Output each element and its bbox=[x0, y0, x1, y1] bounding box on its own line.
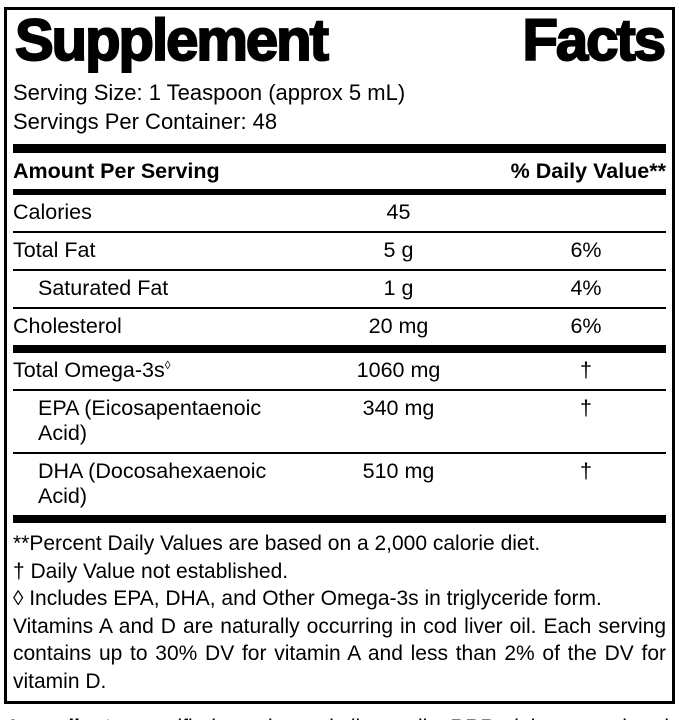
row-divider bbox=[13, 452, 666, 454]
ingredients-text: purified arctic cod liver oil, RRR-alpha… bbox=[10, 716, 669, 720]
footnote-diamond: ◊ Includes EPA, DHA, and Other Omega-3s … bbox=[13, 587, 602, 610]
nutrient-amount: 5 g bbox=[383, 238, 414, 262]
nutrient-name-calories: Calories bbox=[13, 200, 92, 224]
title-word-supplement: Supplement bbox=[14, 8, 330, 73]
footnote-vitamins: Vitamins A and D are naturally occurring… bbox=[13, 614, 666, 693]
thick-divider-bottom bbox=[13, 515, 666, 523]
table-row: Calories 45 bbox=[13, 195, 666, 231]
serving-size: Serving Size: 1 Teaspoon (approx 5 mL) bbox=[13, 80, 406, 105]
nutrient-name-cholesterol: Cholesterol bbox=[13, 314, 122, 338]
nutrient-dv: 4% bbox=[570, 276, 602, 300]
row-divider bbox=[13, 389, 666, 391]
table-row: Total Fat 5 g 6% bbox=[13, 233, 666, 269]
diamond-symbol: ◊ bbox=[164, 357, 171, 372]
row-divider bbox=[13, 231, 666, 233]
nutrient-amount: 20 mg bbox=[368, 314, 429, 338]
supplement-facts-panel: Supplement Facts Serving Size: 1 Teaspoo… bbox=[4, 7, 675, 704]
nutrient-dv: 6% bbox=[570, 314, 602, 338]
table-header: Amount Per Serving % Daily Value** bbox=[13, 153, 666, 189]
servings-per-container: Servings Per Container: 48 bbox=[13, 109, 278, 134]
footnotes: **Percent Daily Values are based on a 2,… bbox=[13, 530, 666, 695]
nutrient-amount: 1060 mg bbox=[356, 358, 441, 382]
panel-title: Supplement Facts bbox=[13, 8, 667, 73]
table-row: EPA (Eicosapentaenoic Acid) 340 mg † bbox=[13, 391, 666, 452]
thick-divider-top bbox=[13, 144, 666, 153]
header-amount-per-serving: Amount Per Serving bbox=[13, 159, 220, 183]
table-row: DHA (Docosahexaenoic Acid) 510 mg † bbox=[13, 454, 666, 515]
nutrient-name-epa: EPA (Eicosapentaenoic Acid) bbox=[38, 396, 262, 445]
nutrient-name-dha: DHA (Docosahexaenoic Acid) bbox=[38, 459, 267, 508]
nutrient-dv: † bbox=[580, 459, 592, 483]
ingredients-label: Ingredients: bbox=[10, 716, 130, 720]
table-row: Cholesterol 20 mg 6% bbox=[13, 309, 666, 345]
header-divider bbox=[13, 189, 666, 195]
nutrient-dv: 6% bbox=[570, 238, 602, 262]
nutrient-amount: 340 mg bbox=[362, 396, 435, 420]
footnote-dagger: † Daily Value not established. bbox=[13, 559, 289, 583]
ingredients-paragraph: Ingredients: purified arctic cod liver o… bbox=[10, 714, 669, 720]
nutrient-amount: 510 mg bbox=[362, 459, 435, 483]
table-row: Saturated Fat 1 g 4% bbox=[13, 271, 666, 307]
nutrient-dv: † bbox=[580, 358, 592, 382]
nutrient-name-text: Total Omega-3s bbox=[13, 358, 165, 382]
row-divider bbox=[13, 269, 666, 271]
nutrient-name-total-omega-3s: Total Omega-3s◊ bbox=[13, 358, 291, 383]
header-daily-value: % Daily Value** bbox=[510, 159, 666, 183]
row-divider bbox=[13, 307, 666, 309]
nutrient-name-saturated-fat: Saturated Fat bbox=[38, 276, 169, 300]
title-word-facts: Facts bbox=[521, 8, 667, 73]
serving-info: Serving Size: 1 Teaspoon (approx 5 mL) S… bbox=[13, 78, 666, 136]
nutrient-amount: 1 g bbox=[383, 276, 414, 300]
table-row: Total Omega-3s◊ 1060 mg † bbox=[13, 353, 666, 389]
thick-divider-middle bbox=[13, 345, 666, 353]
nutrient-amount: 45 bbox=[386, 200, 411, 224]
nutrient-name-total-fat: Total Fat bbox=[13, 238, 96, 262]
footnote-percent-dv: **Percent Daily Values are based on a 2,… bbox=[13, 532, 541, 555]
nutrient-dv: † bbox=[580, 396, 592, 420]
